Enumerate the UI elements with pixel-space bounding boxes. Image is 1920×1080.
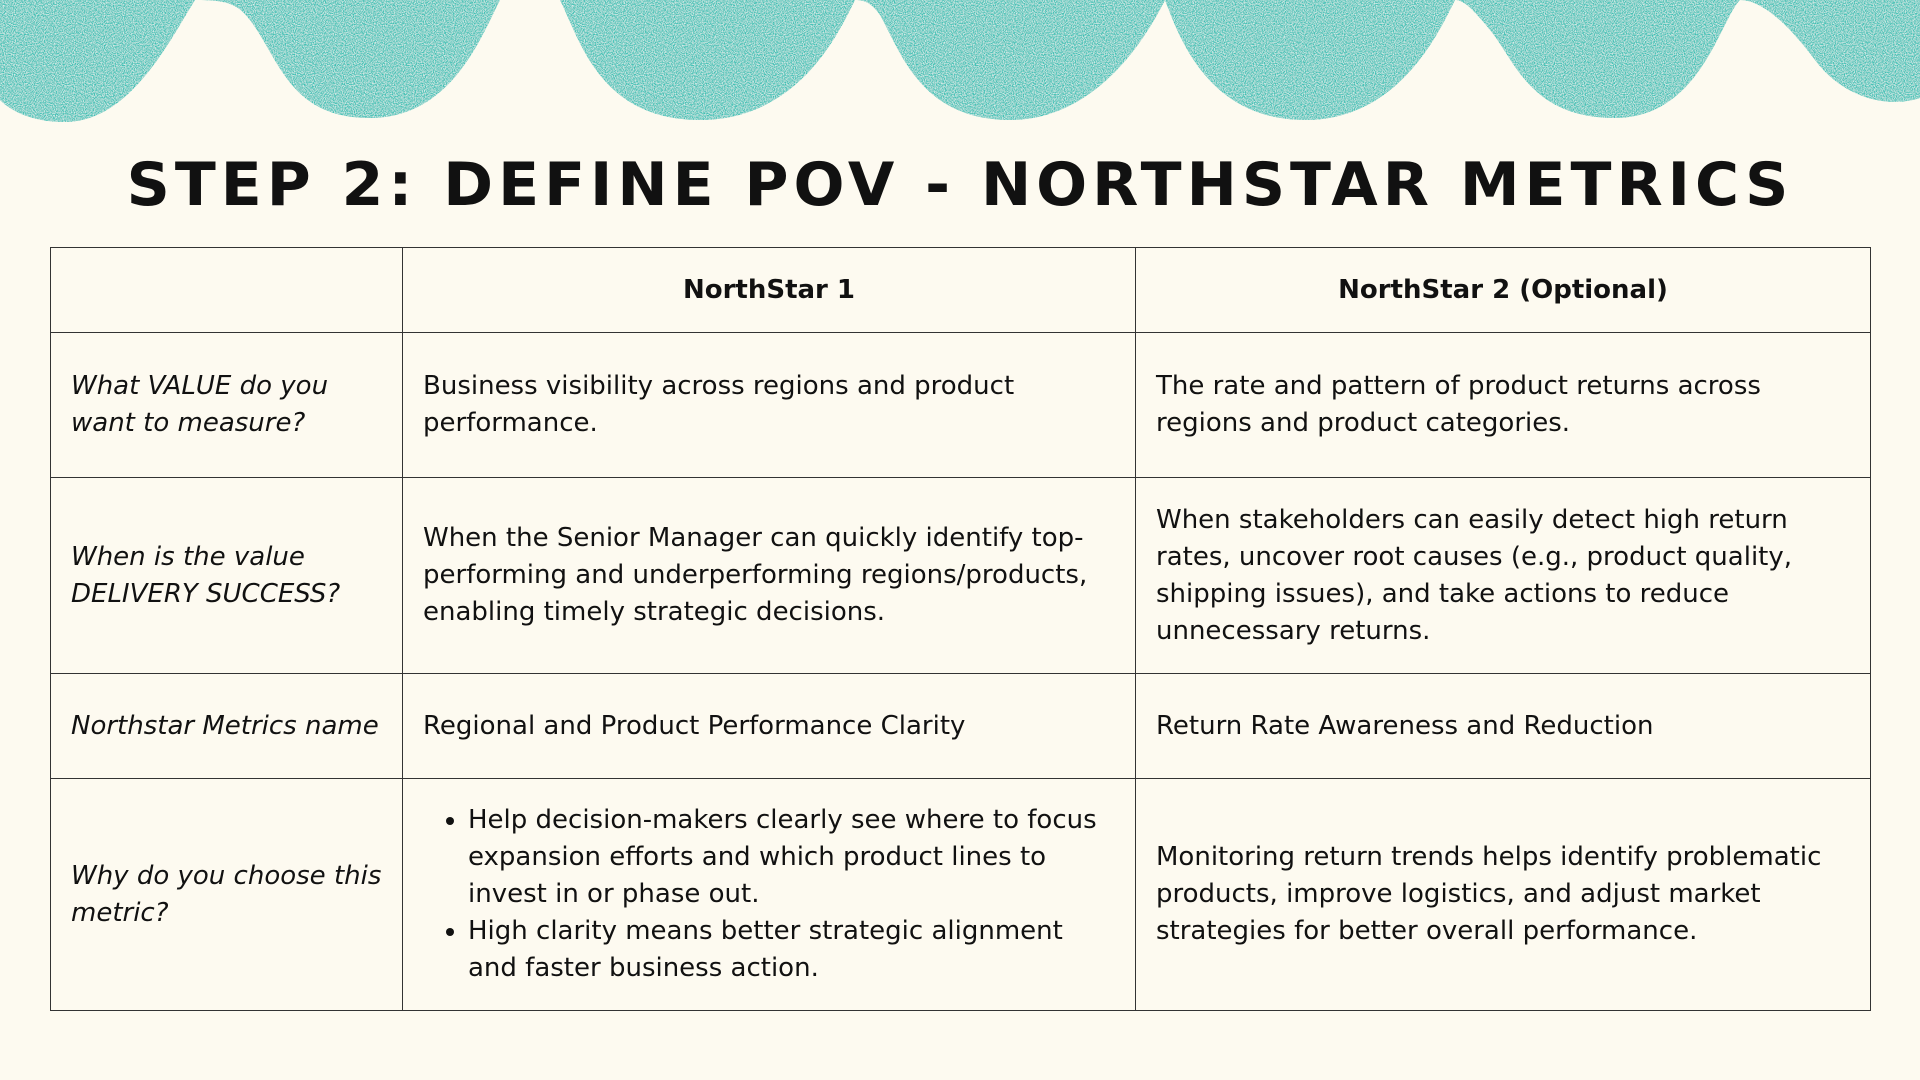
header-cell-empty: [50, 247, 403, 333]
list-item: Help decision-makers clearly see where t…: [468, 802, 1115, 913]
table-row: Why do you choose this metric? Help deci…: [50, 778, 1871, 1011]
cell-northstar-1-why-choose: Help decision-makers clearly see where t…: [402, 778, 1136, 1011]
cell-northstar-1-delivery-success: When the Senior Manager can quickly iden…: [402, 477, 1136, 674]
row-label-value: What VALUE do you want to measure?: [50, 332, 403, 478]
cell-northstar-1-metrics-name: Regional and Product Performance Clarity: [402, 673, 1136, 779]
row-label-why-choose: Why do you choose this metric?: [50, 778, 403, 1011]
row-label-metrics-name: Northstar Metrics name: [50, 673, 403, 779]
table-row: What VALUE do you want to measure? Busin…: [50, 332, 1871, 478]
northstar-metrics-table: NorthStar 1 NorthStar 2 (Optional) What …: [50, 247, 1871, 1011]
table-header-row: NorthStar 1 NorthStar 2 (Optional): [50, 247, 1871, 333]
wave-shape: [0, 0, 1920, 122]
table-row: Northstar Metrics name Regional and Prod…: [50, 673, 1871, 779]
list-item: High clarity means better strategic alig…: [468, 913, 1115, 987]
table-row: When is the value DELIVERY SUCCESS? When…: [50, 477, 1871, 674]
cell-northstar-1-value: Business visibility across regions and p…: [402, 332, 1136, 478]
header-cell-northstar-1: NorthStar 1: [402, 247, 1136, 333]
wave-banner: [0, 0, 1920, 122]
bullet-list: Help decision-makers clearly see where t…: [423, 802, 1115, 987]
cell-northstar-2-metrics-name: Return Rate Awareness and Reduction: [1135, 673, 1871, 779]
cell-northstar-2-value: The rate and pattern of product returns …: [1135, 332, 1871, 478]
page-title: STEP 2: DEFINE POV - NORTHSTAR METRICS: [126, 150, 1794, 220]
row-label-delivery-success: When is the value DELIVERY SUCCESS?: [50, 477, 403, 674]
cell-northstar-2-delivery-success: When stakeholders can easily detect high…: [1135, 477, 1871, 674]
cell-northstar-2-why-choose: Monitoring return trends helps identify …: [1135, 778, 1871, 1011]
header-cell-northstar-2: NorthStar 2 (Optional): [1135, 247, 1871, 333]
